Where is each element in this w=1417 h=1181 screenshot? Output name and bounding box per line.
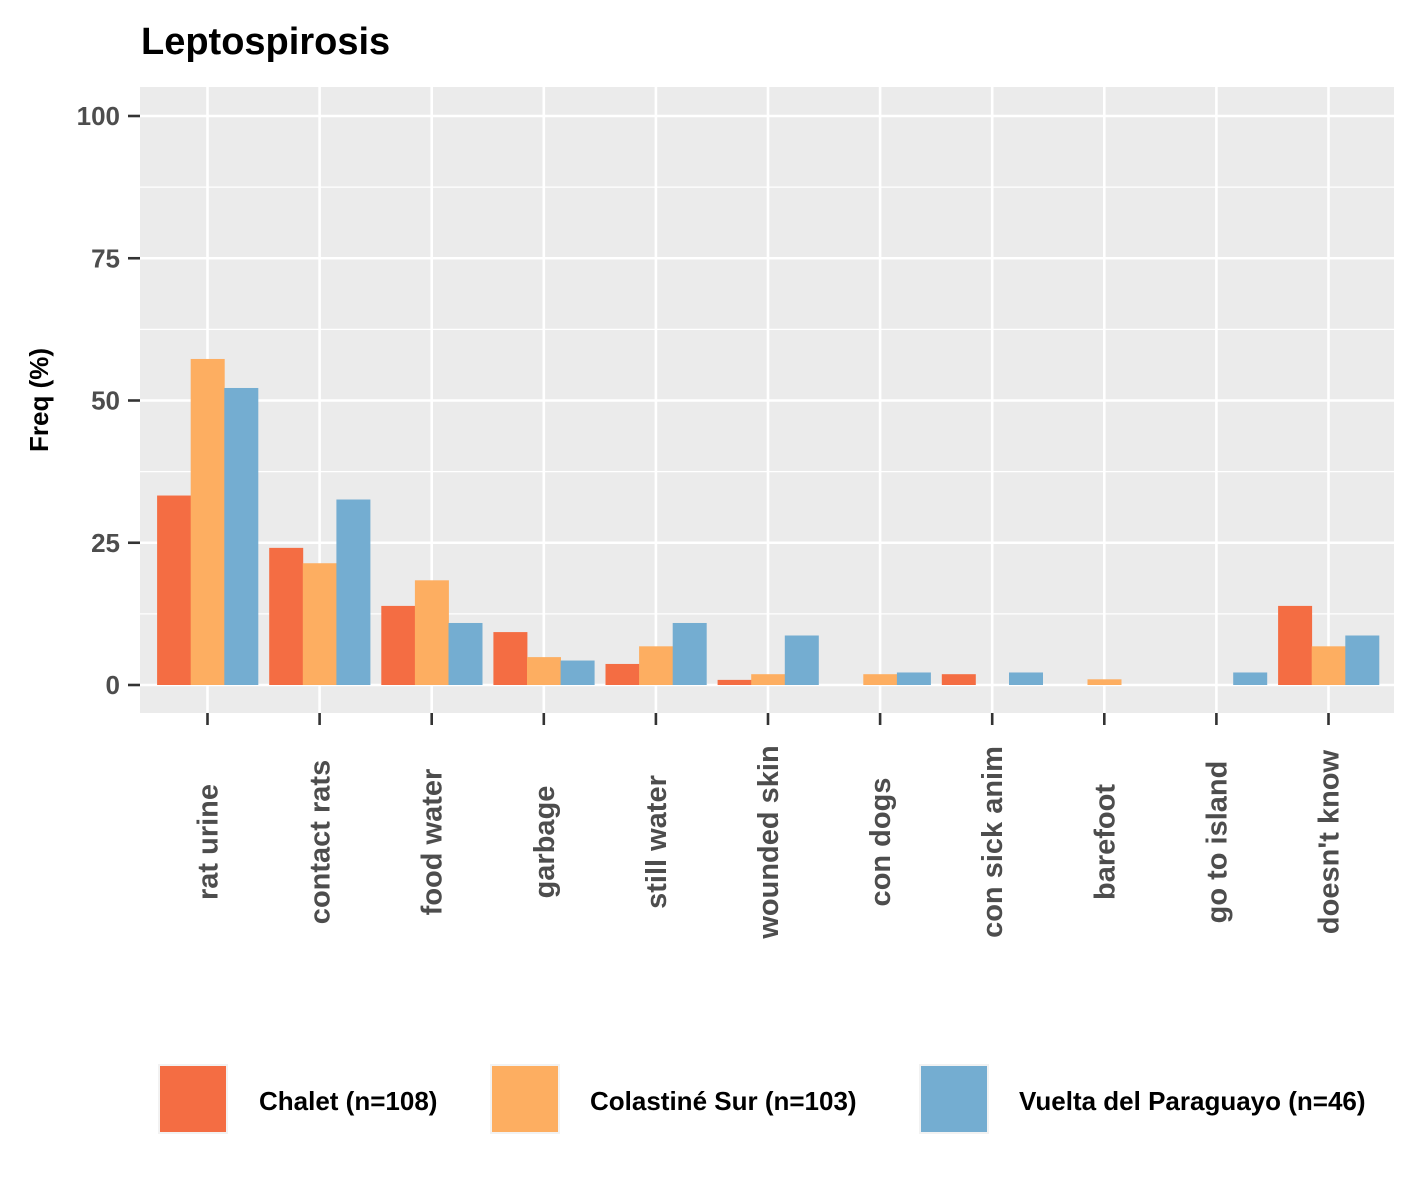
bar [224, 387, 259, 685]
bar [1278, 605, 1313, 685]
bar [605, 663, 640, 685]
x-tick-label: rat urine [193, 784, 225, 900]
y-axis-label: Freq (%) [24, 348, 54, 452]
legend-label: Chalet (n=108) [259, 1086, 437, 1116]
bar [1233, 672, 1268, 685]
bar [560, 660, 595, 685]
y-tick-label: 50 [91, 386, 120, 416]
x-tick-label: barefoot [1089, 784, 1121, 900]
legend-label: Vuelta del Paraguayo (n=46) [1019, 1086, 1366, 1116]
x-tick-label: doesn't know [1314, 749, 1346, 934]
bar [493, 632, 528, 685]
x-tick-label: wounded skin [753, 745, 785, 939]
bar [414, 580, 449, 685]
x-tick-label: food water [417, 769, 449, 916]
bar [269, 547, 304, 685]
bar [896, 672, 931, 685]
x-tick-label: go to island [1201, 761, 1233, 924]
legend-label: Colastiné Sur (n=103) [590, 1086, 857, 1116]
legend-swatch [921, 1066, 987, 1132]
bars [157, 358, 1380, 685]
x-tick-label: con sick anim [977, 746, 1009, 938]
x-axis: rat urine contact rats food water garbage st… [193, 713, 1346, 940]
x-tick-label: con dogs [865, 778, 897, 907]
y-axis: 0 25 50 75 100 [77, 101, 140, 700]
legend-swatch [160, 1066, 226, 1132]
bar [672, 622, 707, 685]
legend: Chalet (n=108) Colastiné Sur (n=103) Vuelt… [158, 1064, 1366, 1134]
bar [381, 605, 416, 685]
y-tick-label: 25 [91, 528, 120, 558]
bar [863, 674, 898, 685]
x-tick-label: contact rats [305, 760, 337, 924]
y-tick-label: 75 [91, 243, 120, 273]
bar [1009, 672, 1043, 685]
bar [717, 679, 752, 685]
bar [190, 358, 225, 685]
bar [751, 674, 786, 685]
bar [302, 563, 337, 685]
bar [157, 495, 192, 685]
bar [1087, 679, 1122, 685]
chart-title: Leptospirosis [141, 21, 390, 63]
bar [527, 657, 561, 685]
x-tick-label: still water [641, 775, 673, 909]
bar [1345, 635, 1380, 685]
bar [448, 622, 483, 685]
bar [1311, 646, 1346, 685]
bar [784, 635, 819, 685]
bar [941, 674, 976, 685]
bar [336, 499, 371, 685]
y-tick-label: 0 [106, 670, 120, 700]
bar [639, 646, 674, 685]
x-tick-label: garbage [529, 786, 561, 899]
y-tick-label: 100 [77, 101, 120, 131]
legend-swatch [492, 1066, 558, 1132]
